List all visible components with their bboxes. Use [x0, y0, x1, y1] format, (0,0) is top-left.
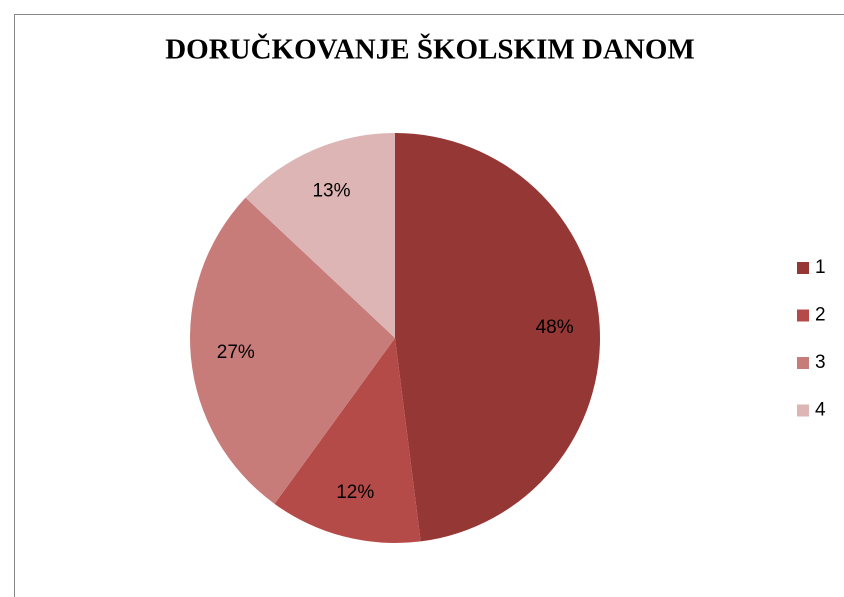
pie-slice [189, 197, 395, 504]
legend-label: 1 [815, 257, 826, 278]
legend-label: 3 [815, 352, 826, 373]
data-label: 48% [536, 317, 574, 338]
legend-swatch [797, 262, 809, 274]
legend-swatch [797, 404, 809, 417]
legend-swatch [797, 309, 809, 322]
pie-slice [395, 133, 600, 542]
data-label: 13% [312, 180, 350, 201]
legend-swatch [797, 357, 809, 369]
chart-title: DORUČKOVANJE ŠKOLSKIM DANOM [165, 33, 695, 66]
pie-slice [274, 338, 421, 543]
data-label: 27% [217, 342, 255, 363]
pie-slice [245, 133, 395, 338]
data-label: 12% [336, 482, 374, 503]
legend-label: 2 [815, 305, 826, 326]
legend-label: 4 [815, 400, 826, 421]
